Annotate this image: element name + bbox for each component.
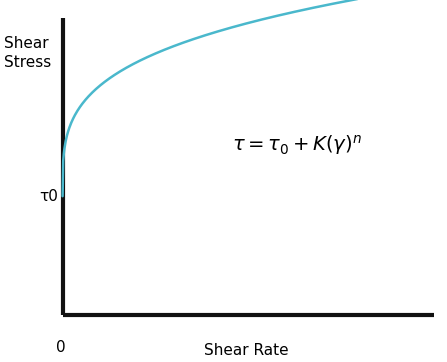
Text: $\tau = \tau_0 + K\left(\gamma\right)^n$: $\tau = \tau_0 + K\left(\gamma\right)^n$ [232,133,363,157]
Text: Shear Rate: Shear Rate [203,344,288,358]
Text: 0: 0 [55,340,65,355]
Text: Shear
Stress: Shear Stress [4,36,52,70]
Text: τ0: τ0 [39,189,58,204]
